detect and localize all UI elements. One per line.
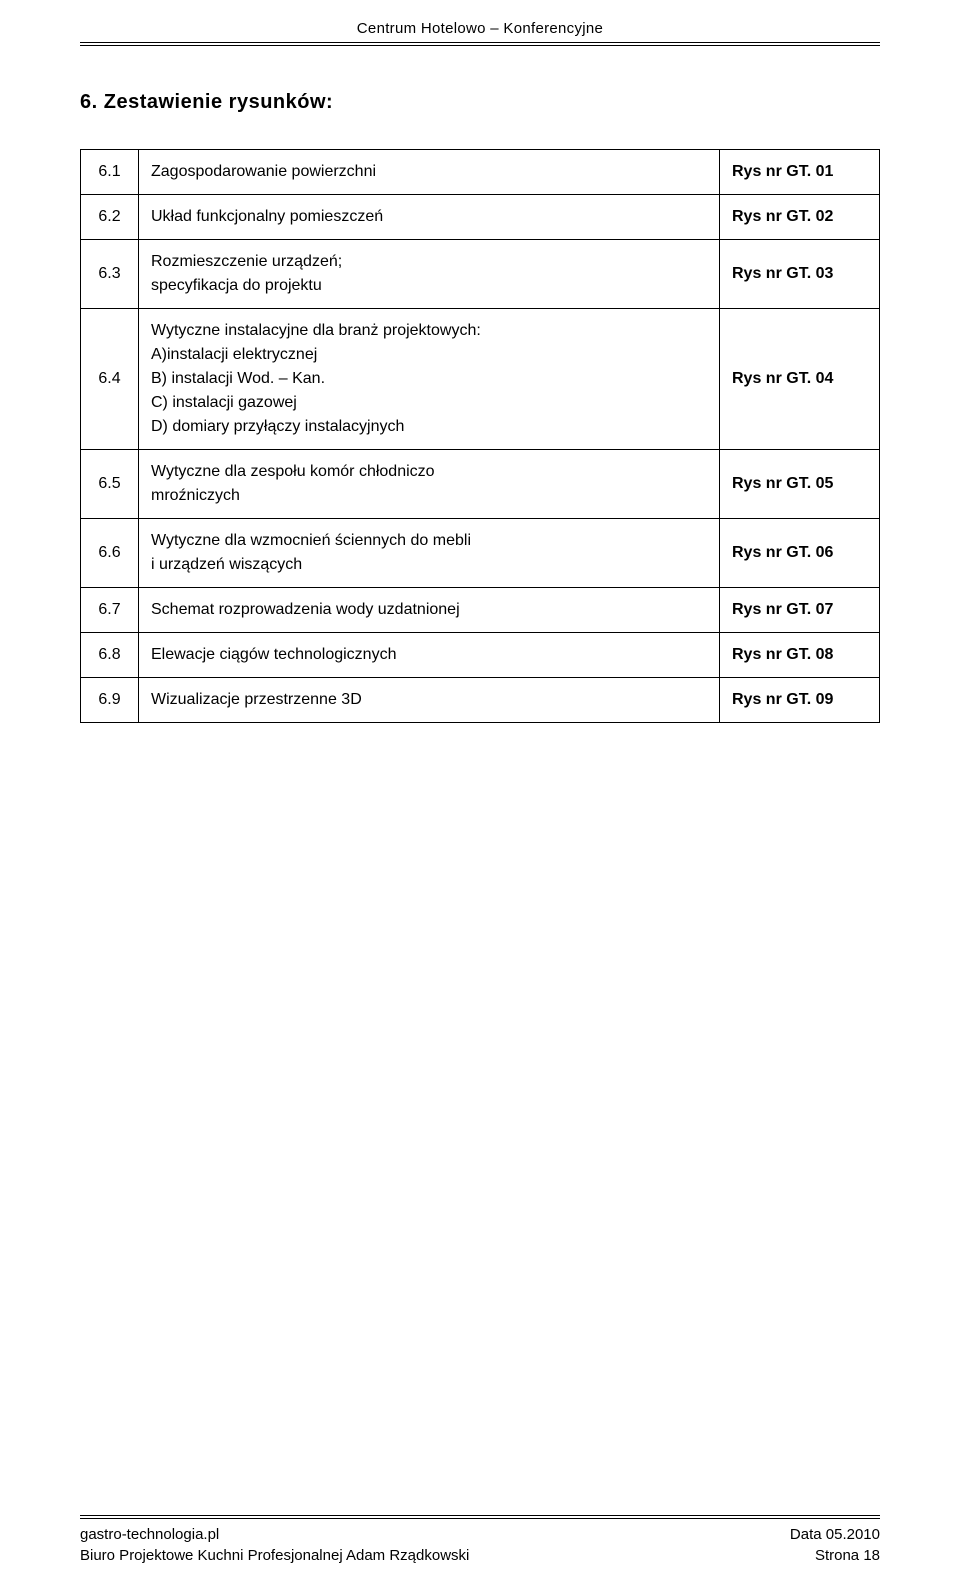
- row-drawing-ref: Rys nr GT. 05: [720, 450, 880, 519]
- row-drawing-ref: Rys nr GT. 09: [720, 678, 880, 723]
- row-drawing-ref: Rys nr GT. 02: [720, 195, 880, 240]
- section-heading: 6. Zestawienie rysunków:: [80, 91, 880, 114]
- row-number: 6.3: [81, 240, 139, 309]
- footer-page: Strona 18: [790, 1545, 880, 1566]
- row-drawing-ref: Rys nr GT. 07: [720, 588, 880, 633]
- footer-website: gastro-technologia.pl: [80, 1524, 469, 1545]
- footer-row: gastro-technologia.pl Biuro Projektowe K…: [80, 1524, 880, 1566]
- table-row: 6.3 Rozmieszczenie urządzeń;specyfikacja…: [81, 240, 880, 309]
- row-drawing-ref: Rys nr GT. 03: [720, 240, 880, 309]
- row-drawing-ref: Rys nr GT. 06: [720, 519, 880, 588]
- table-row: 6.5 Wytyczne dla zespołu komór chłodnicz…: [81, 450, 880, 519]
- row-description: Wytyczne dla wzmocnień ściennych do mebl…: [139, 519, 720, 588]
- footer-date: Data 05.2010: [790, 1524, 880, 1545]
- row-description: Elewacje ciągów technologicznych: [139, 633, 720, 678]
- header-divider: [80, 42, 880, 46]
- row-number: 6.9: [81, 678, 139, 723]
- row-description: Wizualizacje przestrzenne 3D: [139, 678, 720, 723]
- table-row: 6.6 Wytyczne dla wzmocnień ściennych do …: [81, 519, 880, 588]
- row-drawing-ref: Rys nr GT. 04: [720, 309, 880, 450]
- row-description: Układ funkcjonalny pomieszczeń: [139, 195, 720, 240]
- table-row: 6.1 Zagospodarowanie powierzchni Rys nr …: [81, 150, 880, 195]
- row-number: 6.2: [81, 195, 139, 240]
- document-footer: gastro-technologia.pl Biuro Projektowe K…: [80, 1515, 880, 1566]
- table-row: 6.7 Schemat rozprowadzenia wody uzdatnio…: [81, 588, 880, 633]
- row-description: Rozmieszczenie urządzeń;specyfikacja do …: [139, 240, 720, 309]
- footer-right: Data 05.2010 Strona 18: [790, 1524, 880, 1566]
- row-number: 6.6: [81, 519, 139, 588]
- table-row: 6.2 Układ funkcjonalny pomieszczeń Rys n…: [81, 195, 880, 240]
- row-description: Wytyczne dla zespołu komór chłodniczomro…: [139, 450, 720, 519]
- document-header: Centrum Hotelowo – Konferencyjne: [0, 0, 960, 51]
- drawings-table: 6.1 Zagospodarowanie powierzchni Rys nr …: [80, 149, 880, 723]
- table-row: 6.9 Wizualizacje przestrzenne 3D Rys nr …: [81, 678, 880, 723]
- row-number: 6.8: [81, 633, 139, 678]
- content-area: 6. Zestawienie rysunków: 6.1 Zagospodaro…: [0, 51, 960, 723]
- footer-company: Biuro Projektowe Kuchni Profesjonalnej A…: [80, 1545, 469, 1566]
- table-row: 6.4 Wytyczne instalacyjne dla branż proj…: [81, 309, 880, 450]
- table-row: 6.8 Elewacje ciągów technologicznych Rys…: [81, 633, 880, 678]
- row-drawing-ref: Rys nr GT. 01: [720, 150, 880, 195]
- row-description: Zagospodarowanie powierzchni: [139, 150, 720, 195]
- row-number: 6.1: [81, 150, 139, 195]
- footer-divider: [80, 1515, 880, 1519]
- row-description: Schemat rozprowadzenia wody uzdatnionej: [139, 588, 720, 633]
- row-drawing-ref: Rys nr GT. 08: [720, 633, 880, 678]
- footer-left: gastro-technologia.pl Biuro Projektowe K…: [80, 1524, 469, 1566]
- header-title: Centrum Hotelowo – Konferencyjne: [80, 20, 880, 37]
- row-description: Wytyczne instalacyjne dla branż projekto…: [139, 309, 720, 450]
- row-number: 6.7: [81, 588, 139, 633]
- row-number: 6.4: [81, 309, 139, 450]
- row-number: 6.5: [81, 450, 139, 519]
